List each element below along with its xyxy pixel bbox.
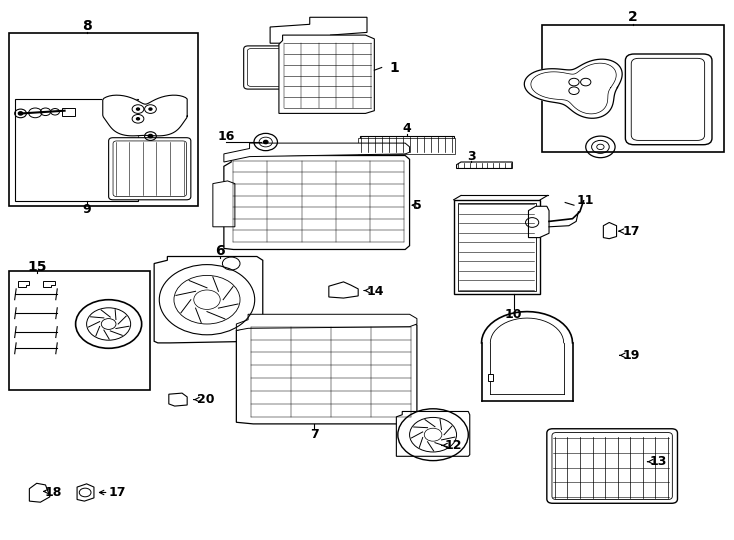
Text: 13: 13	[650, 455, 667, 468]
Text: 14: 14	[367, 285, 385, 298]
Polygon shape	[270, 17, 367, 43]
FancyBboxPatch shape	[113, 141, 186, 197]
Text: 17: 17	[622, 225, 640, 238]
Polygon shape	[77, 484, 94, 501]
Circle shape	[264, 140, 268, 144]
Polygon shape	[358, 138, 455, 154]
Polygon shape	[43, 281, 55, 287]
FancyBboxPatch shape	[631, 58, 705, 140]
Polygon shape	[154, 256, 263, 343]
Polygon shape	[213, 181, 235, 227]
Text: 4: 4	[402, 122, 411, 135]
Polygon shape	[224, 143, 410, 162]
Text: 16: 16	[217, 130, 235, 143]
Bar	[15, 99, 138, 201]
Circle shape	[137, 108, 139, 110]
FancyBboxPatch shape	[244, 46, 286, 89]
Text: 3: 3	[467, 150, 476, 163]
Text: 18: 18	[44, 486, 62, 499]
Text: 15: 15	[27, 260, 46, 274]
Polygon shape	[236, 321, 417, 424]
Text: 12: 12	[444, 439, 462, 452]
Polygon shape	[329, 282, 358, 298]
Polygon shape	[236, 314, 417, 330]
Text: 8: 8	[81, 19, 92, 33]
Text: 1: 1	[389, 60, 399, 75]
Bar	[150, 117, 158, 122]
Bar	[458, 203, 536, 291]
Polygon shape	[603, 222, 617, 239]
Bar	[9, 271, 150, 390]
Text: 20: 20	[197, 393, 214, 406]
Polygon shape	[18, 281, 29, 287]
Polygon shape	[103, 95, 187, 136]
FancyBboxPatch shape	[552, 433, 672, 500]
Polygon shape	[457, 162, 512, 168]
Circle shape	[137, 118, 139, 120]
FancyBboxPatch shape	[625, 54, 712, 145]
Circle shape	[18, 112, 23, 115]
Circle shape	[149, 108, 152, 110]
Polygon shape	[29, 483, 50, 502]
FancyBboxPatch shape	[247, 49, 283, 86]
Polygon shape	[396, 411, 470, 456]
Polygon shape	[169, 393, 187, 406]
Text: 11: 11	[576, 194, 594, 207]
FancyBboxPatch shape	[547, 429, 677, 503]
Polygon shape	[488, 374, 493, 381]
Polygon shape	[528, 206, 549, 238]
Polygon shape	[224, 156, 410, 249]
Polygon shape	[279, 35, 374, 113]
Bar	[9, 33, 198, 206]
Text: 19: 19	[622, 349, 640, 362]
Text: 17: 17	[109, 486, 126, 499]
Bar	[586, 89, 593, 93]
Polygon shape	[360, 136, 454, 152]
Text: 5: 5	[413, 199, 421, 212]
FancyBboxPatch shape	[109, 138, 191, 200]
Text: 9: 9	[82, 203, 91, 216]
Text: 6: 6	[215, 244, 225, 258]
Text: 10: 10	[505, 308, 523, 321]
Polygon shape	[524, 59, 622, 118]
Text: 2: 2	[628, 10, 638, 24]
Bar	[542, 25, 724, 152]
Bar	[454, 200, 540, 294]
Circle shape	[148, 134, 153, 138]
Bar	[62, 108, 75, 116]
Text: 7: 7	[310, 428, 319, 441]
